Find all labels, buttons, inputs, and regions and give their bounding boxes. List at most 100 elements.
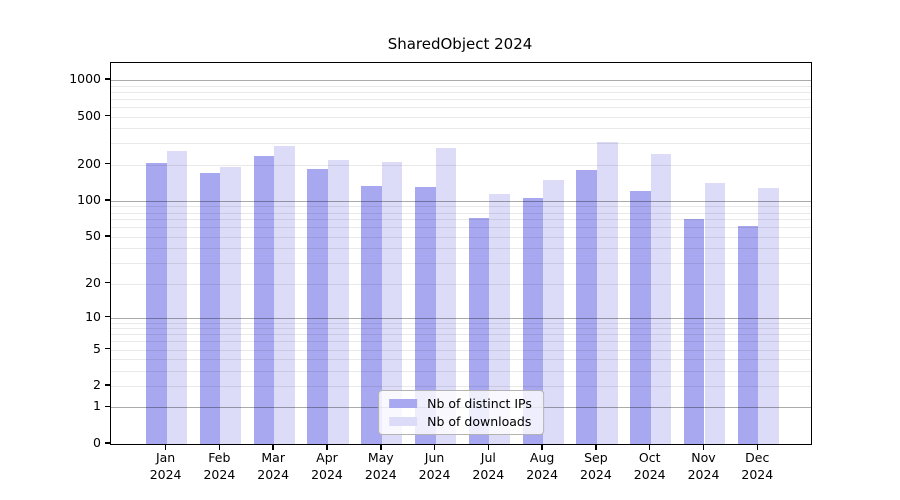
gridline-60 <box>111 227 811 229</box>
bar-dec-downloads <box>758 188 779 444</box>
x-tick-month: Apr <box>316 450 338 465</box>
y-tick-mark-5 <box>104 347 110 350</box>
gridline-700 <box>111 98 811 100</box>
gridline-20 <box>111 283 811 285</box>
x-tick-year: 2024 <box>472 466 505 482</box>
x-tick-month: Dec <box>745 450 770 465</box>
y-tick-mark-100 <box>104 199 110 201</box>
x-tick-month: Feb <box>208 450 231 465</box>
y-tick-mark-500 <box>104 114 110 117</box>
gridline-100 <box>111 200 811 202</box>
bar-oct-distinct-ips <box>630 191 651 444</box>
y-tick-label-0: 0 <box>93 435 101 450</box>
y-tick-label-50: 50 <box>85 227 101 243</box>
y-tick-label-5: 5 <box>93 340 101 356</box>
x-tick-year: 2024 <box>203 466 236 482</box>
x-tick-month: Jun <box>424 450 445 465</box>
gridline-4 <box>111 359 811 361</box>
gridline-30 <box>111 263 811 265</box>
gridline-2 <box>111 386 811 388</box>
bar-oct-downloads <box>650 153 672 444</box>
bar-mar-distinct-ips <box>253 156 275 444</box>
x-tick-label-nov: Nov 2024 <box>672 450 736 483</box>
gridline-9 <box>111 322 811 324</box>
x-tick-label-oct: Oct 2024 <box>618 450 682 483</box>
gridline-1000 <box>111 80 811 82</box>
x-tick-month: Jul <box>480 450 496 465</box>
y-tick-mark-1 <box>104 405 110 408</box>
bar-may-distinct-ips <box>361 185 382 444</box>
gridline-10 <box>111 317 811 319</box>
y-tick-label-1: 1 <box>93 398 101 414</box>
gridline-40 <box>111 248 811 250</box>
legend-row-distinct-ips: Nb of distinct IPs <box>389 397 532 410</box>
gridline-6 <box>111 341 811 343</box>
x-tick-mark-oct <box>648 444 651 450</box>
legend-row-downloads: Nb of downloads <box>389 415 532 428</box>
y-tick-mark-50 <box>104 235 110 237</box>
bar-jan-distinct-ips <box>146 163 167 444</box>
x-tick-month: Oct <box>638 450 661 465</box>
y-tick-label-500: 500 <box>77 107 101 123</box>
x-tick-year: 2024 <box>741 466 774 482</box>
x-tick-month: Mar <box>261 450 285 465</box>
bar-nov-distinct-ips <box>683 219 705 444</box>
gridlines-layer <box>111 63 811 444</box>
legend: Nb of distinct IPs Nb of downloads <box>378 390 544 435</box>
gridline-90 <box>111 206 811 208</box>
gridline-70 <box>111 219 811 221</box>
bar-jul-downloads <box>489 193 510 444</box>
x-tick-year: 2024 <box>580 466 612 482</box>
x-tick-mark-apr <box>326 444 328 450</box>
y-tick-mark-10 <box>104 315 110 318</box>
gridline-80 <box>111 212 811 214</box>
gridline-8 <box>111 328 811 330</box>
x-tick-mark-aug <box>541 444 543 450</box>
bar-apr-downloads <box>327 159 349 444</box>
gridline-800 <box>111 91 811 93</box>
y-tick-mark-0 <box>104 442 110 444</box>
legend-label-distinct-ips: Nb of distinct IPs <box>427 396 532 411</box>
x-tick-year: 2024 <box>526 466 559 482</box>
y-tick-label-1000: 1000 <box>69 71 101 87</box>
x-tick-month: Jan <box>155 450 176 465</box>
bar-aug-distinct-ips <box>522 197 544 444</box>
x-tick-label-jul: Jul 2024 <box>456 450 520 483</box>
x-tick-year: 2024 <box>257 466 290 482</box>
x-tick-month: Sep <box>584 450 608 465</box>
x-tick-mark-mar <box>272 444 274 450</box>
gridline-3 <box>111 370 811 372</box>
y-tick-label-200: 200 <box>77 155 101 171</box>
bar-jan-downloads <box>166 150 188 444</box>
x-tick-month: May <box>367 450 394 465</box>
bar-aug-downloads <box>543 179 564 444</box>
gridline-200 <box>111 164 811 166</box>
x-tick-label-dec: Dec 2024 <box>725 450 789 483</box>
bar-feb-downloads <box>220 167 241 444</box>
bar-sep-distinct-ips <box>576 169 597 444</box>
x-tick-label-apr: Apr 2024 <box>295 450 359 483</box>
y-tick-mark-20 <box>104 281 110 284</box>
bar-apr-distinct-ips <box>307 168 328 444</box>
y-tick-mark-1000 <box>104 78 110 80</box>
y-tick-label-2: 2 <box>93 377 101 393</box>
x-tick-label-mar: Mar 2024 <box>241 450 305 483</box>
x-tick-label-jan: Jan 2024 <box>134 450 198 483</box>
x-tick-mark-feb <box>218 444 221 450</box>
x-tick-mark-jan <box>164 444 167 450</box>
x-tick-mark-dec <box>756 444 759 450</box>
x-tick-mark-nov <box>702 444 705 450</box>
x-tick-year: 2024 <box>418 466 451 482</box>
plot-area: Nb of distinct IPs Nb of downloads <box>110 62 812 445</box>
bar-jun-distinct-ips <box>414 187 436 444</box>
gridline-900 <box>111 85 811 87</box>
y-tick-label-10: 10 <box>85 308 101 324</box>
bar-jul-distinct-ips <box>468 217 490 444</box>
x-tick-mark-jul <box>487 444 490 450</box>
x-tick-year: 2024 <box>311 466 343 482</box>
gridline-50 <box>111 236 811 238</box>
gridline-600 <box>111 106 811 108</box>
x-tick-label-may: May 2024 <box>349 450 413 483</box>
x-tick-year: 2024 <box>633 466 666 482</box>
y-tick-label-20: 20 <box>85 274 101 290</box>
